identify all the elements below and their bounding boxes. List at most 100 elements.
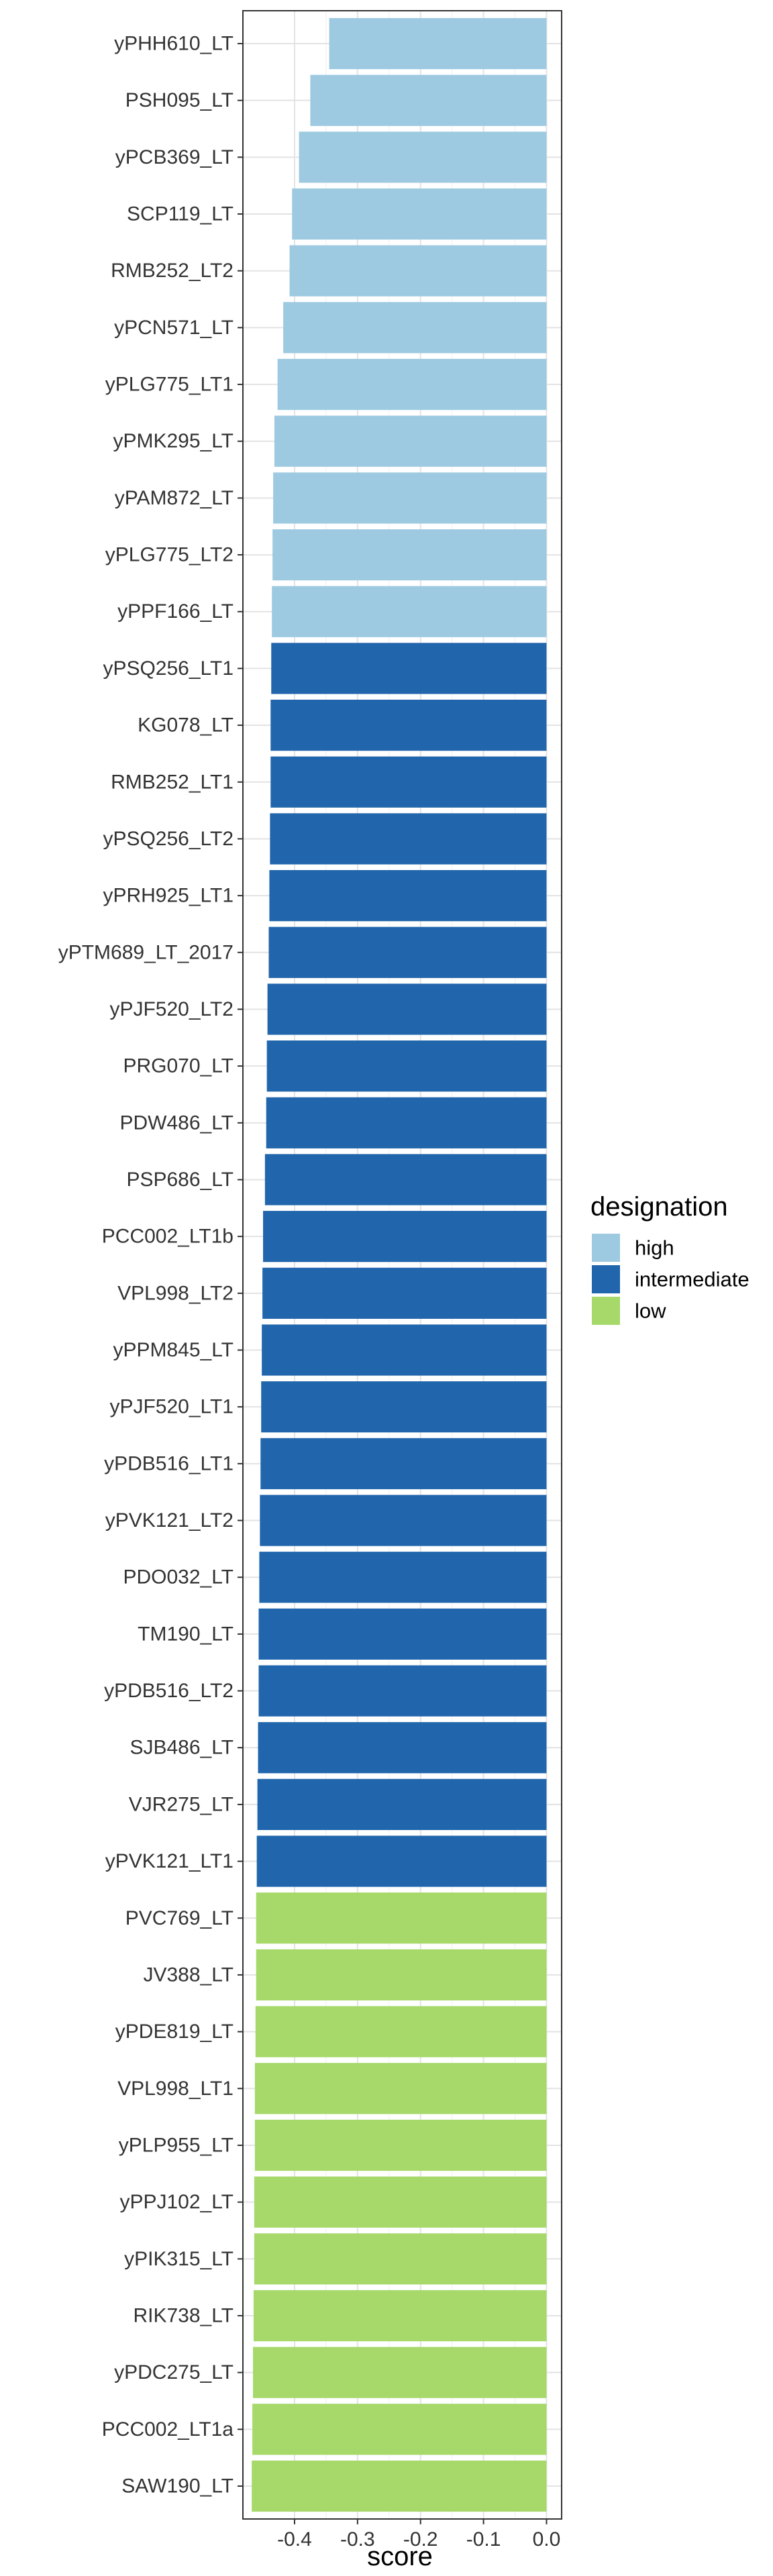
legend-label-intermediate: intermediate: [635, 1268, 750, 1291]
bar-ypsq256-lt1: [271, 643, 547, 694]
bar-rik738-lt: [253, 2290, 547, 2342]
category-label-ypik315-lt: yPIK315_LT: [124, 2248, 234, 2270]
bar-vpl998-lt1: [254, 2063, 547, 2114]
category-label-ypmk295-lt: yPMK295_LT: [113, 430, 234, 452]
category-label-ypam872-lt: yPAM872_LT: [115, 487, 234, 509]
category-label-pdo032-lt: PDO032_LT: [123, 1566, 234, 1589]
category-label-pvc769-lt: PVC769_LT: [125, 1907, 234, 1929]
category-label-ypcn571-lt: yPCN571_LT: [114, 317, 234, 339]
bar-sjb486-lt: [258, 1722, 547, 1774]
category-label-jv388-lt: JV388_LT: [143, 1964, 234, 1986]
category-label-rik738-lt: RIK738_LT: [133, 2304, 234, 2326]
category-label-pcc002-lt1a: PCC002_LT1a: [102, 2418, 234, 2440]
legend: designation high intermediate low: [590, 1192, 750, 1325]
category-label-ypjf520-lt1: yPJF520_LT1: [109, 1396, 234, 1418]
bar-ypjf520-lt2: [267, 983, 547, 1035]
category-label-scp119-lt: SCP119_LT: [127, 203, 234, 225]
bar-ypcn571-lt: [283, 302, 547, 354]
category-label-ypvk121-lt2: yPVK121_LT2: [105, 1509, 234, 1532]
bar-ypik315-lt: [254, 2233, 547, 2285]
bar-ypdb516-lt1: [260, 1438, 547, 1489]
bar-scp119-lt: [292, 188, 547, 240]
category-label-yppf166-lt: yPPF166_LT: [117, 600, 234, 623]
category-label-yphh610-lt: yPHH610_LT: [114, 33, 234, 55]
bar-yprh925-lt1: [269, 870, 547, 922]
bar-ypdc275-lt: [253, 2347, 547, 2398]
bar-yppj102-lt: [254, 2176, 547, 2228]
bar-kg078-lt: [270, 699, 547, 751]
category-label-ypsq256-lt2: yPSQ256_LT2: [103, 828, 234, 850]
x-axis-ticks: -0.4 -0.3 -0.2 -0.1 0.0: [277, 2519, 560, 2551]
legend-swatch-low: [592, 1297, 620, 1325]
legend-label-low: low: [635, 1299, 666, 1323]
category-label-ypvk121-lt1: yPVK121_LT1: [105, 1850, 234, 1872]
bar-rmb252-lt1: [270, 756, 547, 808]
category-label-psh095-lt: PSH095_LT: [125, 89, 234, 111]
category-label-yptm689-lt-2017: yPTM689_LT_2017: [58, 941, 234, 963]
bars-layer: [252, 17, 547, 2512]
bar-saw190-lt: [252, 2460, 547, 2512]
x-tick-label: -0.2: [403, 2528, 438, 2551]
bar-tm190-lt: [258, 1608, 547, 1660]
category-label-yprh925-lt1: yPRH925_LT1: [103, 885, 234, 907]
bar-ypdb516-lt2: [258, 1665, 547, 1717]
bar-pcc002-lt1a: [252, 2404, 547, 2455]
category-label-ypdb516-lt1: yPDB516_LT1: [104, 1452, 234, 1474]
legend-label-high: high: [635, 1236, 674, 1260]
bar-yptm689-lt-2017: [268, 926, 547, 978]
category-label-ypdb516-lt2: yPDB516_LT2: [104, 1680, 234, 1702]
category-label-pcc002-lt1b: PCC002_LT1b: [102, 1226, 234, 1248]
category-tick-marks: [238, 43, 243, 2487]
bar-yplg775-lt2: [272, 529, 547, 581]
plot-panel-border: [242, 10, 562, 2520]
bar-jv388-lt: [256, 1949, 547, 2001]
category-label-ypde819-lt: yPDE819_LT: [115, 2021, 234, 2043]
bar-yplp955-lt: [254, 2119, 547, 2171]
bar-rmb252-lt2: [289, 245, 547, 297]
bar-ypde819-lt: [255, 2006, 547, 2057]
bar-psh095-lt: [310, 74, 547, 126]
category-label-rmb252-lt2: RMB252_LT2: [111, 260, 234, 282]
bar-yplg775-lt1: [277, 358, 547, 411]
legend-title: designation: [590, 1192, 728, 1222]
category-label-sjb486-lt: SJB486_LT: [130, 1737, 234, 1759]
category-label-saw190-lt: SAW190_LT: [121, 2475, 234, 2498]
bar-ypam872-lt: [273, 472, 547, 524]
bar-pdo032-lt: [259, 1552, 547, 1603]
category-label-pdw486-lt: PDW486_LT: [119, 1112, 234, 1134]
x-tick-label: -0.1: [466, 2528, 501, 2551]
bar-ypvk121-lt2: [260, 1495, 547, 1546]
bar-vjr275-lt: [257, 1778, 547, 1831]
bar-pcc002-lt1b: [263, 1211, 547, 1263]
category-label-vpl998-lt1: VPL998_LT1: [117, 2078, 234, 2100]
bar-ypmk295-lt: [274, 415, 547, 467]
bar-vpl998-lt2: [262, 1267, 547, 1319]
category-label-ypjf520-lt2: yPJF520_LT2: [109, 998, 234, 1020]
bar-ypvk121-lt1: [256, 1835, 547, 1887]
bar-prg070-lt: [266, 1040, 547, 1092]
bar-ypjf520-lt1: [261, 1381, 547, 1433]
category-label-tm190-lt: TM190_LT: [138, 1623, 234, 1645]
bar-yppf166-lt: [272, 586, 547, 637]
category-label-yppj102-lt: yPPJ102_LT: [119, 2191, 234, 2213]
category-label-rmb252-lt1: RMB252_LT1: [111, 771, 234, 793]
bar-pdw486-lt: [266, 1097, 547, 1148]
bar-ypcb369-lt: [299, 131, 547, 183]
category-label-yplg775-lt2: yPLG775_LT2: [105, 544, 234, 566]
category-label-yplg775-lt1: yPLG775_LT1: [105, 374, 234, 396]
legend-swatch-intermediate: [592, 1265, 620, 1293]
category-label-yppm845-lt: yPPM845_LT: [113, 1339, 234, 1361]
bar-ypsq256-lt2: [270, 813, 547, 865]
category-label-vjr275-lt: VJR275_LT: [129, 1793, 234, 1815]
bar-yppm845-lt: [262, 1324, 547, 1376]
bar-yphh610-lt: [329, 17, 547, 70]
category-label-ypcb369-lt: yPCB369_LT: [115, 146, 234, 168]
category-label-ypsq256-lt1: yPSQ256_LT1: [103, 657, 234, 680]
category-label-yplp955-lt: yPLP955_LT: [119, 2134, 234, 2156]
legend-swatch-high: [592, 1234, 620, 1262]
x-tick-label: -0.4: [277, 2528, 312, 2551]
x-tick-label: -0.3: [340, 2528, 375, 2551]
category-label-vpl998-lt2: VPL998_LT2: [117, 1282, 234, 1304]
